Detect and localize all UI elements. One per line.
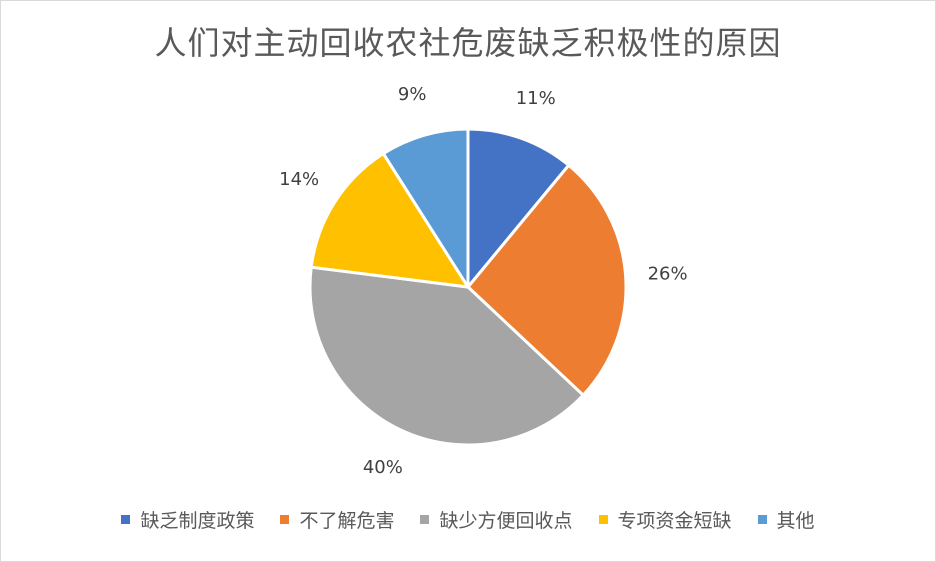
legend-label-2: 不了解危害	[299, 510, 395, 532]
legend-item-4: 专项资金短缺	[598, 506, 732, 533]
chart-legend: 缺乏制度政策 不了解危害 缺少方便回收点 专项资金短缺 其他	[0, 506, 936, 533]
pie-data-label-3: 40%	[363, 457, 403, 478]
legend-swatch-3	[420, 515, 430, 524]
pie-data-label-5: 9%	[398, 84, 427, 105]
legend-label-4: 专项资金短缺	[617, 510, 732, 532]
pie-slice-3	[308, 265, 585, 447]
pie-data-label-1: 11%	[516, 88, 556, 109]
legend-swatch-5	[757, 515, 767, 524]
legend-swatch-1	[121, 515, 131, 524]
pie-data-label-2: 26%	[648, 263, 688, 284]
legend-item-5: 其他	[757, 506, 815, 533]
legend-swatch-4	[598, 515, 608, 524]
chart-title: 人们对主动回收农社危废缺乏积极性的原因	[154, 24, 782, 62]
pie-data-label-4: 14%	[279, 169, 319, 190]
legend-label-5: 其他	[776, 510, 815, 532]
legend-item-2: 不了解危害	[280, 506, 394, 533]
pie-slice-1	[466, 127, 571, 289]
legend-item-1: 缺乏制度政策	[121, 506, 254, 533]
legend-swatch-2	[280, 515, 290, 524]
pie-slice-2	[466, 163, 628, 397]
legend-label-3: 缺少方便回收点	[439, 510, 573, 532]
pie-slice-5	[381, 127, 470, 289]
pie-slice-4	[309, 152, 470, 289]
legend-label-1: 缺乏制度政策	[140, 510, 255, 532]
legend-item-3: 缺少方便回收点	[420, 506, 573, 533]
